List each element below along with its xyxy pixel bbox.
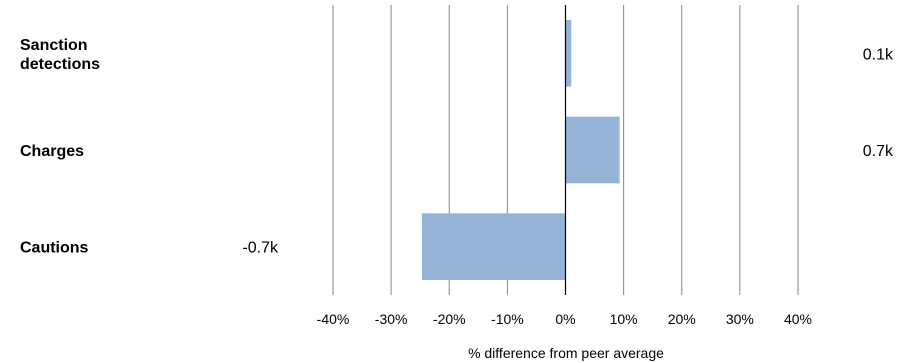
x-tick-label: 20% bbox=[668, 311, 696, 327]
x-tick-label: -40% bbox=[317, 311, 350, 327]
x-tick-label: 30% bbox=[726, 311, 754, 327]
grid-layer bbox=[332, 5, 799, 295]
category-label: Sanction detections bbox=[20, 37, 100, 73]
bar bbox=[565, 116, 620, 184]
x-tick-label: -10% bbox=[491, 311, 524, 327]
label-layer: -40% -30% -20% -10% 0% 10% 20% 30% 40% Sanction de… bbox=[20, 37, 894, 327]
category-label: Cautions bbox=[20, 240, 89, 257]
value-label: 0.1k bbox=[863, 46, 894, 63]
bar-layer bbox=[421, 19, 620, 281]
x-tick-label: 10% bbox=[610, 311, 638, 327]
category-label: Charges bbox=[20, 143, 84, 160]
x-tick-label: -20% bbox=[433, 311, 466, 327]
x-tick-label: -30% bbox=[375, 311, 408, 327]
x-tick-label: 0% bbox=[555, 311, 575, 327]
x-tick-label: 40% bbox=[784, 311, 812, 327]
value-label: -0.7k bbox=[242, 240, 279, 257]
value-label: 0.7k bbox=[863, 143, 894, 160]
bar bbox=[421, 213, 566, 281]
x-axis-title: % difference from peer average bbox=[468, 345, 664, 361]
bar bbox=[565, 19, 572, 87]
